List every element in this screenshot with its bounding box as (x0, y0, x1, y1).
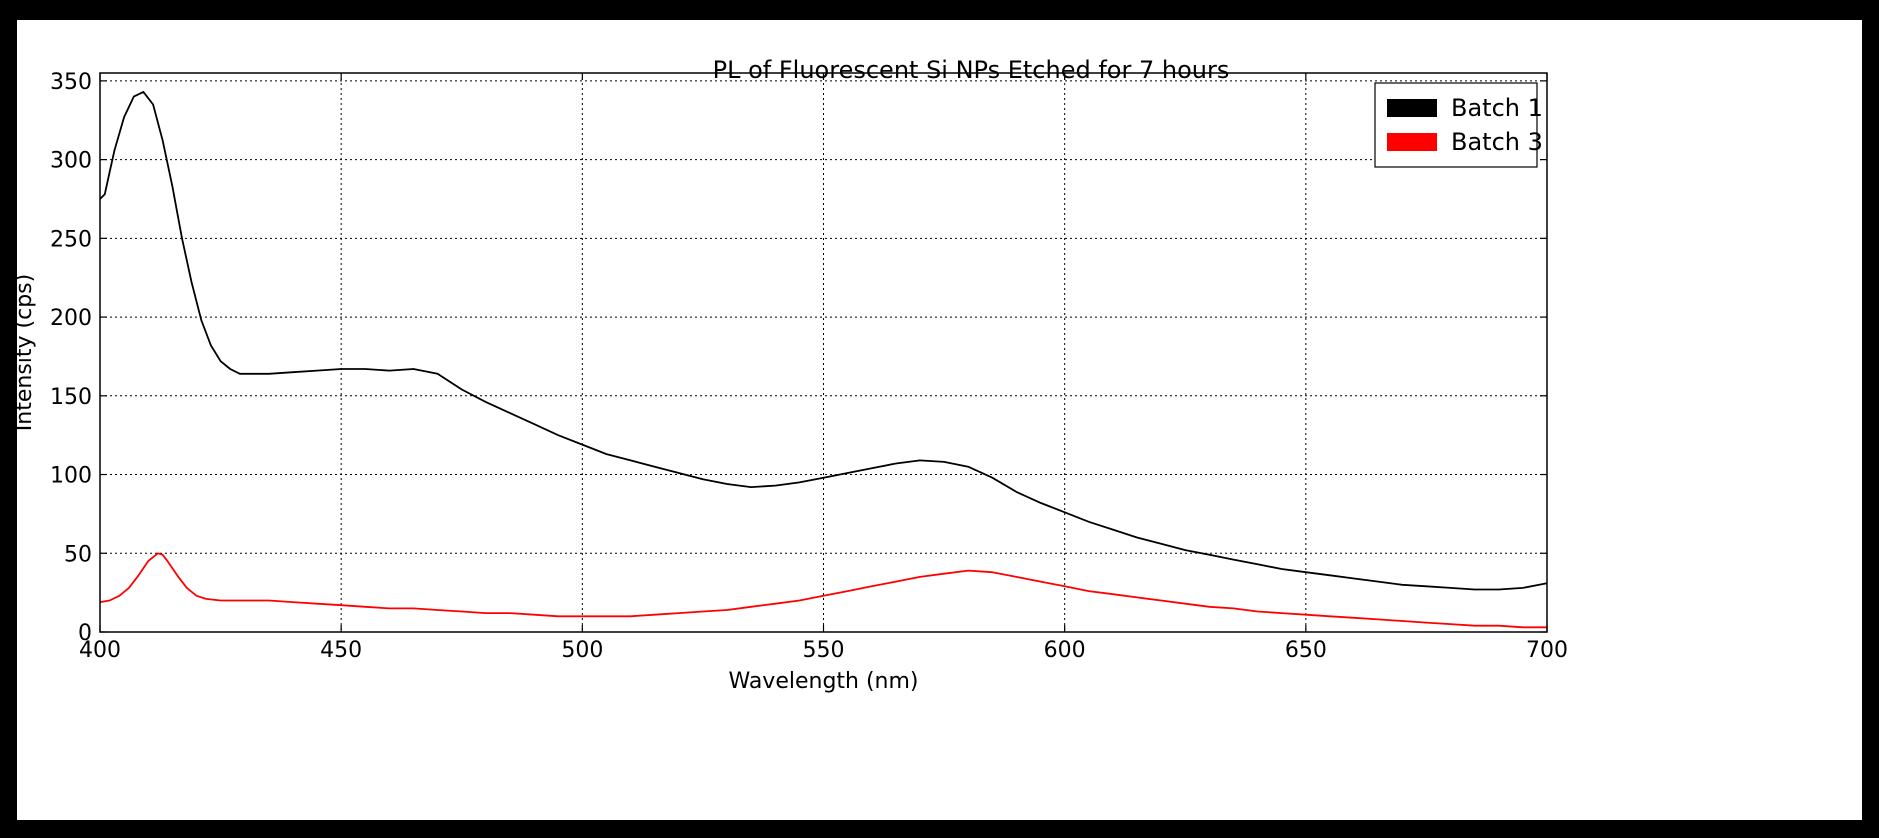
y-axis-label: Intensity (cps) (17, 274, 37, 431)
x-tick-label: 450 (320, 638, 362, 663)
legend-label-batch-3: Batch 3 (1451, 128, 1543, 156)
series-line-batch-1 (99, 91, 1548, 591)
y-tick-label: 50 (64, 542, 92, 567)
x-tick-label: 700 (1526, 638, 1568, 663)
legend-swatch-batch-1 (1387, 99, 1437, 117)
y-tick-label: 200 (50, 306, 92, 331)
legend-box (1374, 82, 1538, 168)
y-tick-label: 300 (50, 149, 92, 174)
figure: PL of Fluorescent Si NPs Etched for 7 ho… (12, 20, 1862, 820)
x-tick-label: 500 (561, 638, 603, 663)
y-tick-label: 0 (78, 621, 92, 646)
legend: Batch 1 Batch 3 (1374, 82, 1543, 168)
x-tick-label: 400 (79, 638, 121, 663)
chart-title: PL of Fluorescent Si NPs Etched for 7 ho… (713, 56, 1230, 84)
x-tick-label: 600 (1044, 638, 1086, 663)
line-chart: PL of Fluorescent Si NPs Etched for 7 ho… (12, 56, 1568, 694)
y-tick-label: 250 (50, 227, 92, 252)
plot-frame (99, 72, 1548, 633)
y-tick-label: 100 (50, 464, 92, 489)
legend-swatch-batch-3 (1387, 133, 1437, 151)
y-tick-label: 350 (50, 70, 92, 95)
series-line-batch-3 (99, 552, 1547, 629)
x-axis-label: Wavelength (nm) (728, 669, 918, 694)
gridlines (100, 73, 1547, 632)
x-tick-label: 550 (803, 638, 845, 663)
legend-label-batch-1: Batch 1 (1451, 94, 1543, 122)
y-tick-label: 150 (50, 385, 92, 410)
x-tick-label: 650 (1285, 638, 1327, 663)
series-layer (99, 91, 1548, 629)
axis-ticks: 400 450 500 550 600 650 700 0 50 100 150 200 250 300 3… (50, 70, 1568, 663)
